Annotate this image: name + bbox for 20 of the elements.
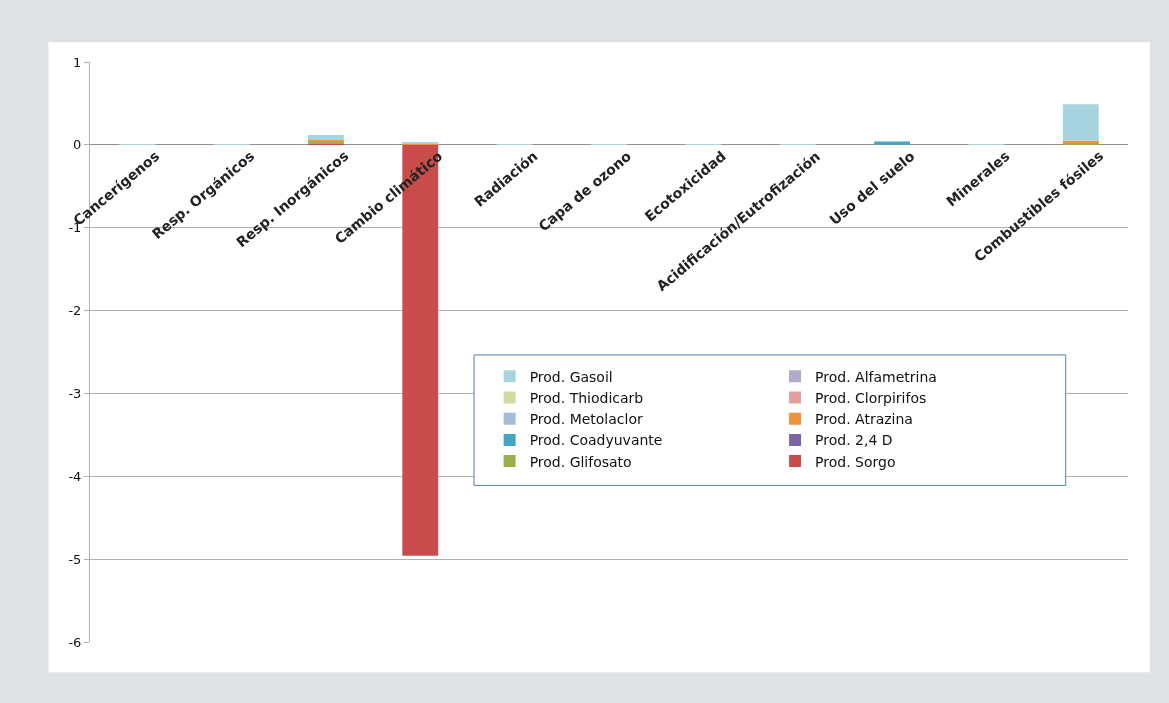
y-tick-label: -2 bbox=[68, 303, 82, 319]
y-tick-label: -6 bbox=[68, 634, 82, 650]
legend-label: Prod. Coadyuvante bbox=[529, 432, 663, 449]
legend-label: Prod. Atrazina bbox=[815, 411, 913, 428]
legend-label: Prod. Metolaclor bbox=[529, 411, 643, 428]
y-tick-label: 0 bbox=[73, 137, 82, 153]
y-tick-label: -4 bbox=[68, 468, 82, 484]
y-tick-label: -5 bbox=[68, 551, 82, 567]
legend-label: Prod. Alfametrina bbox=[815, 368, 937, 385]
bar bbox=[874, 141, 911, 145]
legend-label: Prod. Sorgo bbox=[815, 453, 896, 470]
bar bbox=[307, 134, 344, 140]
y-tick-label: -3 bbox=[68, 385, 82, 401]
legend-label: Prod. Thiodicarb bbox=[529, 389, 644, 406]
legend-label: Prod. Glifosato bbox=[529, 453, 632, 470]
legend-label: Prod. Gasoil bbox=[529, 368, 613, 385]
y-tick-label: 1 bbox=[73, 54, 82, 70]
legend-label: Prod. 2,4 D bbox=[815, 432, 893, 449]
bar bbox=[1062, 104, 1099, 141]
legend-label: Prod. Clorpirifos bbox=[815, 389, 927, 406]
